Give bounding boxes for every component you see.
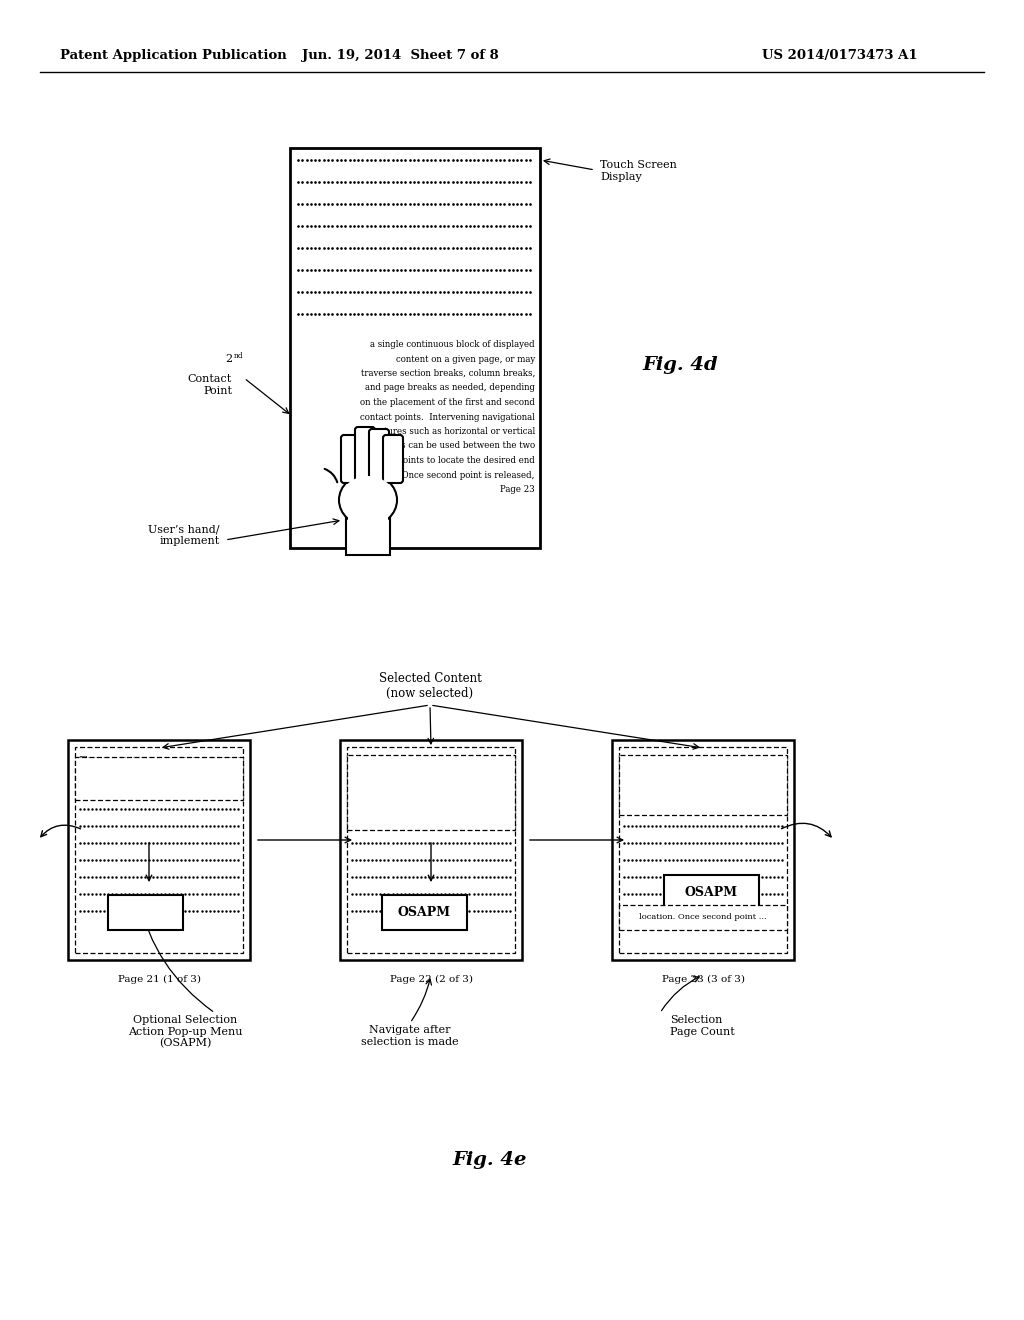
Bar [612, 741, 794, 960]
Bar [340, 741, 522, 960]
Bar [290, 148, 540, 548]
Text: swipes can be used between the two: swipes can be used between the two [376, 441, 535, 450]
Bar [75, 747, 243, 953]
FancyBboxPatch shape [355, 426, 375, 483]
Text: 2: 2 [225, 354, 232, 364]
Bar [347, 747, 515, 953]
Text: Patent Application Publication: Patent Application Publication [60, 49, 287, 62]
Text: Page 21 (1 of 3): Page 21 (1 of 3) [118, 975, 201, 985]
Bar [68, 741, 250, 960]
Text: OSAPM: OSAPM [684, 886, 737, 899]
Text: User’s hand/
implement: User’s hand/ implement [148, 524, 220, 545]
Text: Selected Content
(now selected): Selected Content (now selected) [379, 672, 481, 700]
FancyBboxPatch shape [383, 436, 403, 483]
Text: US 2014/0173473 A1: US 2014/0173473 A1 [762, 49, 918, 62]
Text: Fig. 4d: Fig. 4d [642, 356, 718, 374]
Text: gestures such as horizontal or vertical: gestures such as horizontal or vertical [369, 426, 535, 436]
Text: Selection
Page Count: Selection Page Count [670, 1015, 735, 1036]
Text: Jun. 19, 2014  Sheet 7 of 8: Jun. 19, 2014 Sheet 7 of 8 [302, 49, 499, 62]
Text: contact points to locate the desired end: contact points to locate the desired end [364, 455, 535, 465]
Bar [664, 875, 759, 909]
Text: contact points.  Intervening navigational: contact points. Intervening navigational [360, 412, 535, 421]
Text: Navigate after
selection is made: Navigate after selection is made [361, 1026, 459, 1047]
Bar [618, 747, 787, 953]
Text: Page 23: Page 23 [501, 484, 535, 494]
Text: Fig. 4e: Fig. 4e [453, 1151, 527, 1170]
FancyBboxPatch shape [369, 429, 389, 483]
Ellipse shape [341, 477, 395, 524]
Text: Contact
Point: Contact Point [187, 374, 232, 396]
Bar [618, 755, 787, 814]
Bar [347, 755, 515, 830]
Text: nd: nd [234, 352, 244, 360]
Bar [618, 906, 787, 931]
Text: content on a given page, or may: content on a given page, or may [395, 355, 535, 363]
Text: on the placement of the first and second: on the placement of the first and second [360, 399, 535, 407]
Text: and page breaks as needed, depending: and page breaks as needed, depending [365, 384, 535, 392]
Ellipse shape [339, 474, 397, 525]
FancyArrowPatch shape [325, 469, 337, 482]
Text: Optional Selection
Action Pop-up Menu
(OSAPM): Optional Selection Action Pop-up Menu (O… [128, 1015, 243, 1048]
Text: Page 22 (2 of 3): Page 22 (2 of 3) [389, 975, 472, 985]
Bar [108, 895, 183, 931]
Text: Touch Screen
Display: Touch Screen Display [600, 160, 677, 182]
Text: OSAPM: OSAPM [397, 906, 451, 919]
Text: location. Once second point is released,: location. Once second point is released, [362, 470, 535, 479]
Bar [348, 500, 388, 552]
Bar [346, 500, 390, 554]
Bar [382, 895, 467, 931]
FancyBboxPatch shape [341, 436, 361, 483]
Text: Figures: Figures [78, 756, 116, 766]
Text: Page 23 (3 of 3): Page 23 (3 of 3) [662, 975, 744, 985]
Bar [75, 756, 243, 800]
Text: traverse section breaks, column breaks,: traverse section breaks, column breaks, [360, 370, 535, 378]
Text: a single continuous block of displayed: a single continuous block of displayed [371, 341, 535, 348]
Text: location. Once second point ...: location. Once second point ... [639, 913, 767, 921]
